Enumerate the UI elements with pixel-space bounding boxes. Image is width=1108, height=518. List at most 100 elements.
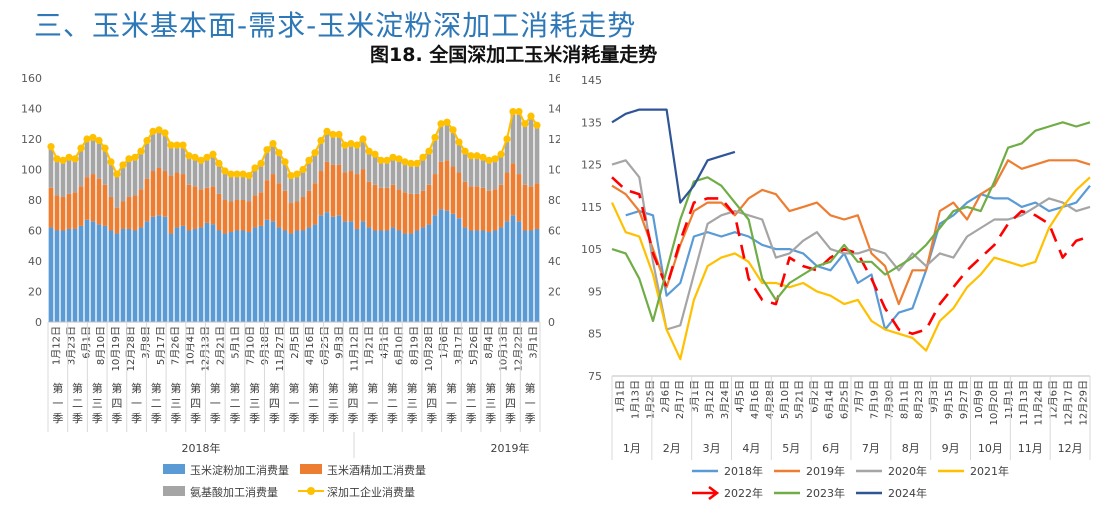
bar-2-segment (222, 200, 228, 234)
bar-2-segment (156, 167, 162, 216)
x-date-tick-label: 7月7日 (853, 380, 865, 413)
x-date-tick-label: 11月13日 (1018, 380, 1030, 425)
x-date-tick-label: 11月24日 (1033, 380, 1045, 425)
bar-3-segment (156, 129, 162, 168)
bar-1-segment (510, 215, 516, 322)
x-date-tick-label: 7月30日 (883, 380, 895, 419)
x-month-label: 3月 (703, 442, 721, 455)
total-consumption-point (191, 153, 199, 161)
x-month-label: 9月 (942, 442, 960, 455)
x-quarter-label: 第二季 (466, 381, 477, 425)
bar-2-segment (138, 189, 144, 228)
total-consumption-point (83, 135, 91, 143)
bar-2-segment (246, 201, 252, 233)
x-quarter-label: 第一季 (289, 381, 300, 425)
x-month-label: 5月 (782, 442, 800, 455)
bar-3-segment (192, 157, 198, 187)
legend-swatch-dashed (692, 485, 720, 501)
x-date-tick-label: 10月4日 (185, 326, 197, 365)
bar-3-segment (138, 151, 144, 190)
bar-2-segment (78, 186, 84, 226)
bar-1-segment (276, 227, 282, 322)
bar-1-segment (162, 216, 168, 322)
y-left-tick-label: 160 (21, 72, 42, 85)
bar-3-segment (84, 139, 90, 178)
y-right-tick-label: 60 (548, 225, 560, 238)
x-quarter-label: 第四季 (426, 381, 437, 425)
total-consumption-point (47, 143, 55, 151)
bar-2-segment (162, 171, 168, 217)
x-quarter-label: 第三季 (92, 381, 103, 425)
total-consumption-point (467, 152, 475, 160)
bar-1-segment (84, 219, 90, 322)
x-date-tick-label: 7月10日 (244, 326, 256, 365)
total-consumption-point (149, 127, 157, 135)
x-date-tick-label: 9月3日 (928, 380, 940, 413)
bar-1-segment (492, 230, 498, 322)
bar-2-segment (360, 169, 366, 222)
x-date-tick-label: 2月21日 (214, 326, 226, 365)
y-right-tick-label: 100 (548, 164, 560, 177)
bar-3-segment (60, 160, 66, 197)
bar-2-segment (72, 192, 78, 229)
bar-3-segment (402, 161, 408, 193)
x-date-tick-label: 5月10日 (779, 380, 791, 419)
series-line-2022年 (611, 176, 1091, 336)
bar-1-segment (378, 230, 384, 322)
bar-1-segment (96, 224, 102, 322)
x-month-label: 10月 (978, 442, 1003, 455)
total-consumption-point (197, 156, 205, 164)
total-consumption-point (227, 170, 235, 178)
x-quarter-label: 第二季 (72, 381, 83, 425)
bar-2-segment (192, 186, 198, 229)
bar-3-segment (306, 160, 312, 191)
x-date-tick-label: 8月11日 (898, 380, 910, 419)
bar-1-segment (48, 227, 54, 322)
bar-1-segment (516, 221, 522, 322)
bar-1-segment (426, 224, 432, 322)
bar-1-segment (522, 230, 528, 322)
bar-2-segment (492, 189, 498, 231)
bar-2-segment (294, 201, 300, 231)
total-consumption-point (161, 129, 169, 137)
total-consumption-point (53, 155, 61, 163)
legend-swatch (163, 464, 185, 474)
total-consumption-point (383, 156, 391, 164)
total-consumption-point (125, 155, 133, 163)
bar-1-segment (78, 225, 84, 322)
bar-2-segment (486, 190, 492, 233)
bar-2-segment (114, 207, 120, 234)
bar-3-segment (222, 171, 228, 200)
bar-2-segment (456, 172, 462, 219)
legend-label: 2018年 (724, 464, 763, 478)
y-left-tick-label: 100 (21, 164, 42, 177)
total-consumption-point (341, 141, 349, 149)
bar-2-segment (504, 172, 510, 222)
x-date-tick-label: 9月27日 (958, 380, 970, 419)
x-date-tick-label: 6月1日 (80, 326, 92, 359)
series-line-2024年 (611, 108, 736, 204)
bar-3-segment (150, 131, 156, 172)
bar-2-segment (186, 184, 192, 231)
bar-3-segment (342, 145, 348, 173)
total-consumption-point (335, 130, 343, 139)
x-year-label: 2019年 (491, 441, 530, 455)
bar-3-segment (240, 174, 246, 200)
bar-2-segment (84, 177, 90, 220)
total-consumption-point (185, 152, 193, 160)
bar-2-segment (48, 187, 54, 228)
bar-1-segment (234, 230, 240, 322)
bar-2-segment (426, 184, 432, 225)
legend-label: 2019年 (806, 464, 845, 478)
bar-3-segment (474, 155, 480, 187)
bar-2-segment (264, 180, 270, 220)
bar-3-segment (318, 140, 324, 172)
bar-2-segment (66, 193, 72, 229)
total-consumption-point (443, 118, 451, 126)
x-date-tick-label: 4月28日 (764, 380, 776, 419)
bar-1-segment (210, 224, 216, 322)
legend-label: 2021年 (970, 464, 1009, 478)
bar-2-segment (354, 174, 360, 229)
total-consumption-point (71, 155, 79, 163)
x-quarter-label: 第二季 (308, 381, 319, 425)
